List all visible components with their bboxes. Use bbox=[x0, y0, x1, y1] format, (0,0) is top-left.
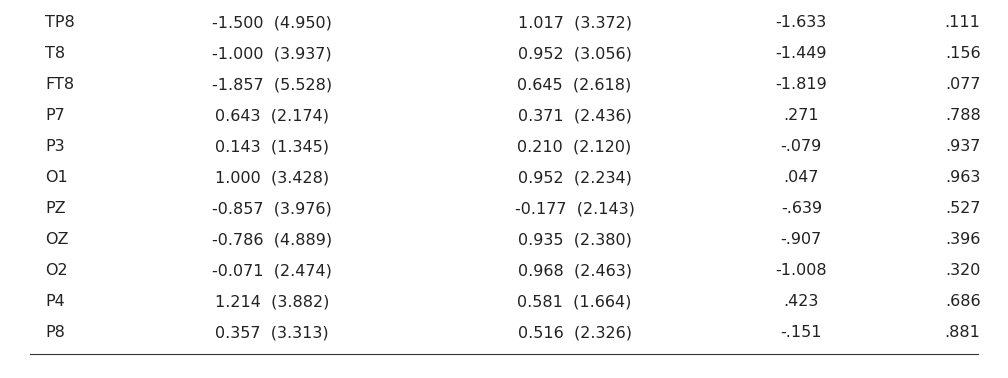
Text: 0.643  (2.174): 0.643 (2.174) bbox=[215, 108, 330, 123]
Text: .077: .077 bbox=[944, 77, 981, 92]
Text: 0.143  (1.345): 0.143 (1.345) bbox=[215, 139, 330, 154]
Text: -.639: -.639 bbox=[781, 201, 822, 216]
Text: 1.000  (3.428): 1.000 (3.428) bbox=[215, 170, 330, 185]
Text: -1.000  (3.937): -1.000 (3.937) bbox=[213, 46, 332, 61]
Text: P3: P3 bbox=[45, 139, 65, 154]
Text: -1.500  (4.950): -1.500 (4.950) bbox=[213, 15, 332, 30]
Text: -1.633: -1.633 bbox=[776, 15, 827, 30]
Text: 0.357  (3.313): 0.357 (3.313) bbox=[216, 325, 329, 340]
Text: 1.214  (3.882): 1.214 (3.882) bbox=[215, 294, 330, 309]
Text: 0.210  (2.120): 0.210 (2.120) bbox=[517, 139, 632, 154]
Text: -1.819: -1.819 bbox=[775, 77, 828, 92]
Text: TP8: TP8 bbox=[45, 15, 76, 30]
Text: .396: .396 bbox=[944, 232, 981, 247]
Text: O2: O2 bbox=[45, 263, 68, 278]
Text: .156: .156 bbox=[944, 46, 981, 61]
Text: -.151: -.151 bbox=[780, 325, 823, 340]
Text: .788: .788 bbox=[944, 108, 981, 123]
Text: 0.952  (3.056): 0.952 (3.056) bbox=[518, 46, 631, 61]
Text: PZ: PZ bbox=[45, 201, 66, 216]
Text: .686: .686 bbox=[944, 294, 981, 309]
Text: -0.857  (3.976): -0.857 (3.976) bbox=[213, 201, 332, 216]
Text: .937: .937 bbox=[944, 139, 981, 154]
Text: 0.645  (2.618): 0.645 (2.618) bbox=[517, 77, 632, 92]
Text: T8: T8 bbox=[45, 46, 66, 61]
Text: .423: .423 bbox=[783, 294, 820, 309]
Text: FT8: FT8 bbox=[45, 77, 75, 92]
Text: 1.017  (3.372): 1.017 (3.372) bbox=[517, 15, 632, 30]
Text: .047: .047 bbox=[783, 170, 820, 185]
Text: P8: P8 bbox=[45, 325, 66, 340]
Text: -0.786  (4.889): -0.786 (4.889) bbox=[212, 232, 333, 247]
Text: 0.935  (2.380): 0.935 (2.380) bbox=[518, 232, 631, 247]
Text: -1.008: -1.008 bbox=[775, 263, 828, 278]
Text: .111: .111 bbox=[944, 15, 981, 30]
Text: -0.071  (2.474): -0.071 (2.474) bbox=[213, 263, 332, 278]
Text: 0.968  (2.463): 0.968 (2.463) bbox=[517, 263, 632, 278]
Text: .271: .271 bbox=[783, 108, 820, 123]
Text: OZ: OZ bbox=[45, 232, 69, 247]
Text: -.907: -.907 bbox=[781, 232, 822, 247]
Text: 0.952  (2.234): 0.952 (2.234) bbox=[518, 170, 631, 185]
Text: 0.371  (2.436): 0.371 (2.436) bbox=[518, 108, 631, 123]
Text: -1.449: -1.449 bbox=[775, 46, 828, 61]
Text: .881: .881 bbox=[944, 325, 981, 340]
Text: O1: O1 bbox=[45, 170, 69, 185]
Text: -0.177  (2.143): -0.177 (2.143) bbox=[515, 201, 634, 216]
Text: .963: .963 bbox=[944, 170, 981, 185]
Text: 0.516  (2.326): 0.516 (2.326) bbox=[517, 325, 632, 340]
Text: 0.581  (1.664): 0.581 (1.664) bbox=[517, 294, 632, 309]
Text: .527: .527 bbox=[944, 201, 981, 216]
Text: P4: P4 bbox=[45, 294, 66, 309]
Text: -.079: -.079 bbox=[781, 139, 822, 154]
Text: P7: P7 bbox=[45, 108, 66, 123]
Text: -1.857  (5.528): -1.857 (5.528) bbox=[212, 77, 333, 92]
Text: .320: .320 bbox=[944, 263, 981, 278]
